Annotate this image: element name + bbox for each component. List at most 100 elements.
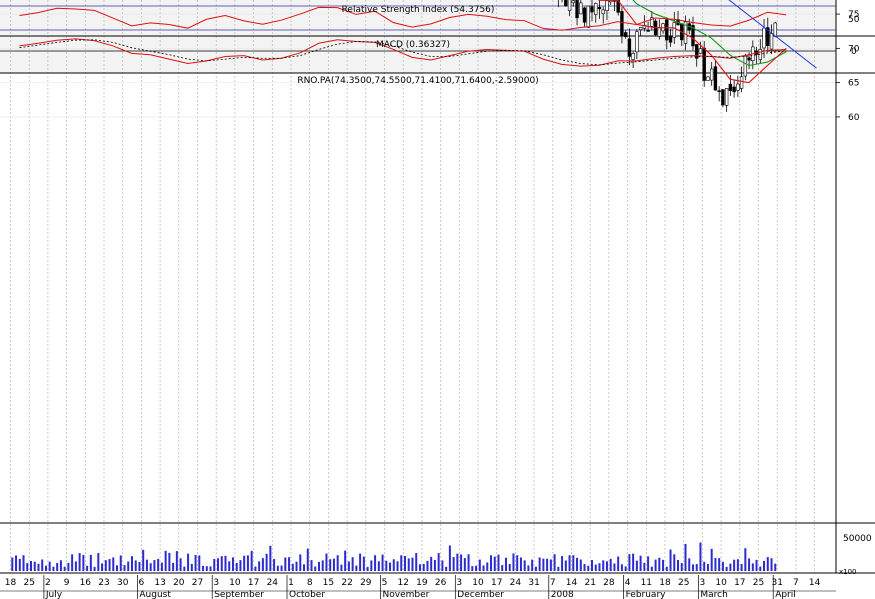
- volume-bar: [695, 564, 698, 571]
- candle-body: [616, 0, 620, 13]
- volume-bar: [542, 558, 545, 571]
- candle-body: [657, 27, 662, 37]
- volume-bar: [377, 561, 380, 571]
- month-label: April: [775, 590, 796, 599]
- day-tick-label: 25: [678, 578, 689, 588]
- volume-bar: [231, 557, 234, 571]
- candle-body: [736, 83, 740, 91]
- day-tick-label: 13: [154, 578, 165, 588]
- day-tick-label: 31: [771, 578, 782, 588]
- price-tick-label: 65: [848, 79, 859, 89]
- volume-bar: [179, 558, 182, 571]
- volume-unit-label: x100: [839, 568, 857, 576]
- candle-body: [590, 6, 594, 13]
- volume-bar: [220, 556, 223, 571]
- volume-bar: [710, 548, 713, 571]
- volume-bar: [190, 563, 193, 571]
- candle-body: [579, 2, 583, 15]
- volume-bar: [407, 558, 410, 571]
- volume-bar: [538, 557, 541, 571]
- volume-bar: [325, 553, 328, 571]
- volume-bar: [650, 566, 653, 571]
- volume-bar: [336, 555, 339, 571]
- volume-bar: [643, 562, 646, 571]
- day-tick-label: 9: [64, 578, 70, 588]
- candle-body: [706, 76, 710, 81]
- candle-body: [635, 31, 639, 53]
- month-label: February: [626, 590, 667, 599]
- day-tick-label: 11: [641, 578, 652, 588]
- volume-bar: [482, 565, 485, 571]
- day-tick-label: 15: [323, 578, 334, 588]
- volume-bar: [706, 564, 709, 571]
- macd-line: [19, 38, 787, 67]
- volume-bar: [665, 566, 668, 571]
- day-tick-label: 24: [267, 578, 279, 588]
- candle-body: [713, 66, 718, 91]
- volume-bar: [26, 563, 29, 571]
- month-label: September: [214, 590, 264, 599]
- month-label: October: [289, 590, 325, 599]
- volume-bar: [194, 554, 197, 571]
- volume-bar: [239, 560, 242, 571]
- volume-bar: [246, 555, 249, 571]
- volume-bar: [617, 556, 620, 571]
- volume-bar: [546, 558, 549, 571]
- volume-bar: [123, 565, 126, 571]
- volume-bar: [235, 562, 238, 571]
- volume-bar: [703, 561, 706, 571]
- volume-bar: [33, 561, 36, 571]
- volume-bar: [609, 558, 612, 571]
- volume-bar: [130, 556, 133, 571]
- day-tick-label: 18: [659, 578, 671, 588]
- candle-body: [605, 0, 609, 12]
- day-tick-label: 20: [173, 578, 185, 588]
- volume-bar: [284, 557, 287, 571]
- candle-body: [627, 38, 632, 57]
- volume-bar: [258, 561, 261, 571]
- volume-bar: [486, 562, 489, 571]
- volume-bar: [78, 553, 81, 571]
- day-tick-label: 27: [192, 578, 203, 588]
- volume-bar: [456, 553, 459, 571]
- month-label: August: [139, 590, 171, 599]
- volume-bar: [568, 555, 571, 571]
- day-tick-label: 3: [213, 578, 219, 588]
- volume-bar: [654, 559, 657, 571]
- day-tick-label: 4: [625, 578, 631, 588]
- volume-bar: [691, 564, 694, 571]
- volume-bar: [441, 560, 444, 571]
- volume-bar: [471, 566, 474, 571]
- volume-bar: [467, 554, 470, 571]
- day-tick-label: 21: [584, 578, 595, 588]
- day-tick-label: 29: [360, 578, 372, 588]
- candle-body: [739, 76, 744, 89]
- volume-bar: [52, 566, 55, 571]
- volume-bar: [389, 562, 392, 571]
- volume-bar: [127, 561, 130, 571]
- volume-bar: [119, 555, 122, 571]
- candle-body: [567, 0, 572, 11]
- day-tick-label: 30: [117, 578, 129, 588]
- candle-body: [702, 47, 706, 81]
- volume-bar: [744, 548, 747, 571]
- day-tick-label: 14: [809, 578, 821, 588]
- volume-bar: [576, 557, 579, 571]
- volume-bar: [228, 561, 231, 571]
- candle-body: [638, 27, 643, 31]
- candle-body: [728, 83, 733, 91]
- day-tick-label: 28: [603, 578, 615, 588]
- candle-body: [732, 86, 736, 93]
- candle-body: [672, 22, 676, 38]
- volume-bar: [512, 553, 515, 571]
- volume-bar: [501, 565, 504, 571]
- day-tick-label: 16: [80, 578, 92, 588]
- day-tick-label: 8: [307, 578, 313, 588]
- volume-bar: [56, 562, 59, 571]
- volume-bar: [385, 560, 388, 571]
- price-title: RNO.PA(74.3500,74.5500,71.4100,71.6400,-…: [297, 76, 538, 86]
- volume-bar: [164, 550, 167, 571]
- volume-bar: [205, 566, 208, 571]
- volume-bar: [770, 558, 773, 571]
